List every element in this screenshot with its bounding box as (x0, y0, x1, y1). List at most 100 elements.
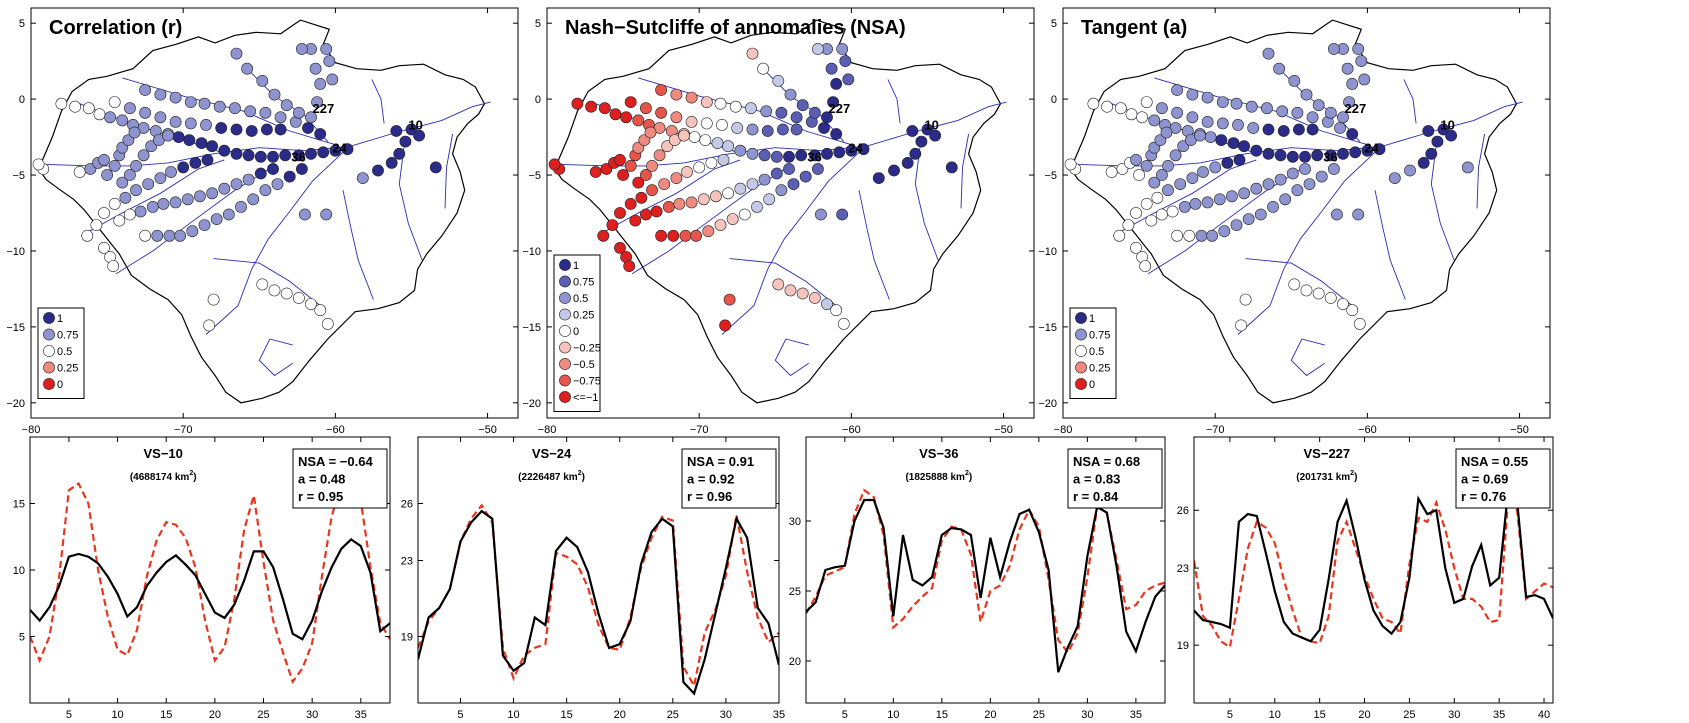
station-point (640, 102, 652, 115)
station-point (777, 123, 789, 136)
station-point (128, 126, 141, 139)
x-tick-label: 30 (720, 709, 732, 721)
station-point (617, 169, 629, 181)
station-point (1254, 208, 1267, 221)
station-point (548, 158, 561, 171)
station-label-10: 10 (924, 117, 938, 132)
stats-line: a = 0.69 (1461, 472, 1508, 487)
station-point (280, 287, 293, 300)
stats-box (292, 448, 388, 509)
river-line (1245, 258, 1353, 306)
station-point (280, 99, 293, 112)
station-point (1101, 100, 1113, 113)
station-point (1230, 219, 1243, 231)
station-point (314, 128, 327, 140)
ts-content (806, 488, 1165, 673)
area-exponent: 2 (965, 470, 969, 477)
station-point (130, 184, 142, 197)
legend-label: 0.25 (573, 310, 594, 322)
station-point (839, 55, 852, 67)
station-point (758, 149, 771, 162)
station-point (1262, 123, 1275, 136)
y-tick-label: 0 (535, 94, 541, 106)
station-point (279, 149, 292, 162)
station-point (305, 298, 317, 310)
legend-label: −0.25 (573, 343, 601, 355)
station-point (1151, 191, 1164, 204)
station-point (268, 284, 281, 297)
station-point (825, 62, 838, 75)
river-line (914, 147, 939, 261)
station-point (640, 208, 652, 221)
station-point (1352, 43, 1365, 55)
station-point (711, 137, 724, 149)
station-point (795, 149, 808, 162)
station-point (872, 172, 885, 184)
station-point (146, 200, 159, 213)
x-tick-label: 20 (1358, 709, 1370, 721)
station-point (815, 208, 827, 221)
station-point (104, 111, 116, 124)
station-point (1341, 62, 1354, 75)
station-point (169, 196, 182, 209)
station-point (230, 123, 243, 136)
y-tick-label: −20 (1038, 398, 1057, 410)
river-line (1290, 338, 1326, 377)
station-point (700, 96, 713, 108)
y-tick-label: 23 (401, 556, 413, 568)
stats-box (1067, 448, 1163, 509)
station-point (906, 125, 919, 137)
map-frame (546, 7, 1035, 419)
area-exponent: 2 (578, 470, 582, 477)
station-point (108, 96, 121, 108)
station-point (195, 137, 208, 149)
station-point (1201, 196, 1214, 209)
station-point (172, 131, 185, 143)
observed-series-line (1194, 488, 1553, 643)
station-point (697, 193, 710, 206)
x-tick-label: 15 (561, 709, 573, 721)
river-line (46, 101, 491, 167)
station-point (298, 208, 311, 221)
x-tick-label: 5 (842, 709, 848, 721)
station-point (812, 43, 824, 55)
stats-line: r = 0.84 (1073, 489, 1119, 504)
station-point (945, 161, 958, 174)
area-exponent: 2 (1350, 470, 1354, 477)
river-line (444, 133, 454, 209)
station-point (796, 287, 809, 300)
y-tick-label: −15 (6, 322, 25, 334)
station-point (1337, 298, 1349, 310)
station-point (189, 156, 202, 169)
station-point (1221, 156, 1234, 169)
station-point (113, 214, 126, 227)
station-point (722, 187, 734, 200)
station-point (295, 163, 308, 175)
station-point (1242, 213, 1255, 225)
station-point (710, 190, 722, 203)
ts-content (418, 503, 779, 696)
station-point (1262, 47, 1275, 60)
station-point (915, 135, 928, 148)
area-value: 201731 (1300, 472, 1334, 483)
station-point (1148, 114, 1161, 127)
station-point (1130, 241, 1142, 254)
station-point (670, 172, 683, 184)
station-point (1361, 144, 1374, 157)
station-point (836, 43, 849, 55)
station-point (186, 225, 199, 238)
x-tick-label: −70 (1206, 424, 1225, 436)
station-point (1201, 91, 1214, 104)
station-point (790, 111, 803, 124)
area-unit: km (951, 472, 966, 483)
river-line (1403, 79, 1417, 124)
station-point (321, 317, 334, 330)
station-point (241, 62, 253, 75)
station-point (323, 55, 336, 67)
timeseries-panel-2: 5 10 15 20 25 30 35 19 23 26 VS−24 (2226487 km2) NSA… (401, 436, 785, 721)
station-point (758, 173, 771, 186)
x-tick-label: 10 (1269, 709, 1281, 721)
station-point (218, 182, 231, 195)
station-point (1346, 304, 1359, 317)
modeled-series-line (1194, 495, 1553, 649)
